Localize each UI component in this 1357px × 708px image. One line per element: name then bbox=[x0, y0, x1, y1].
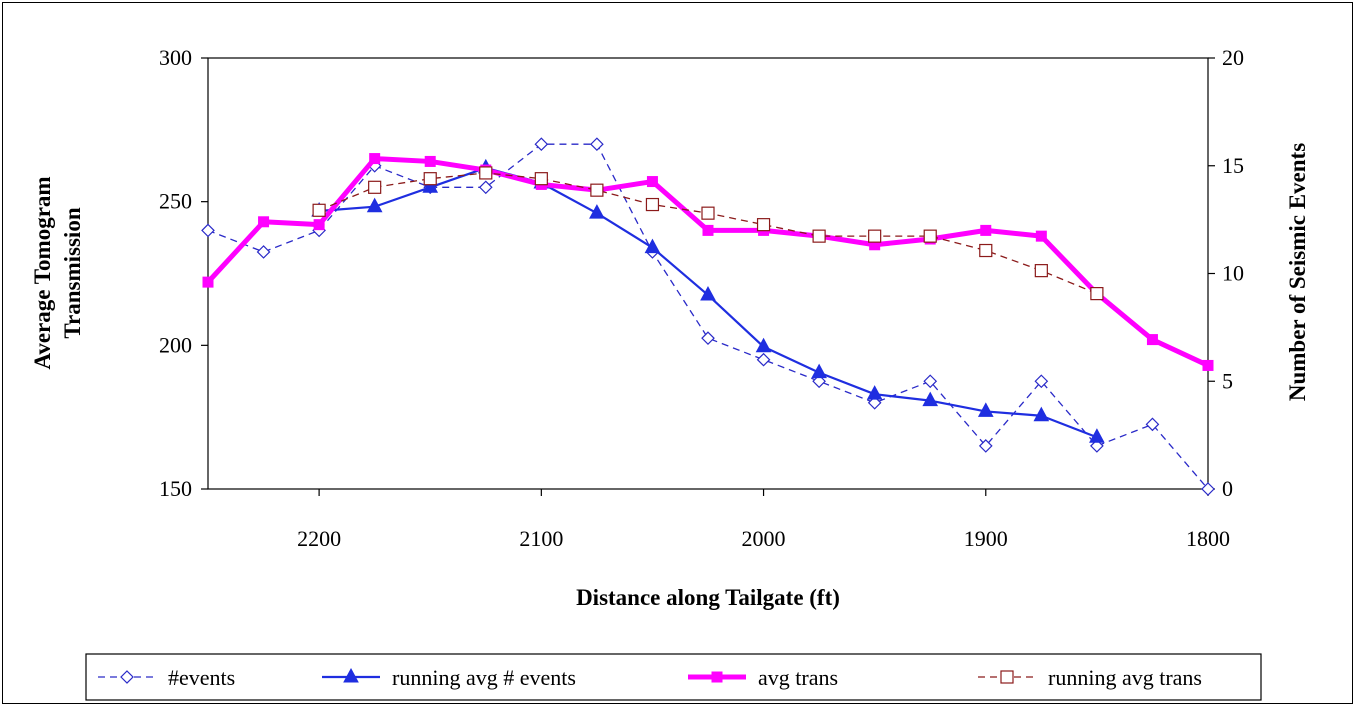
legend: #events running avg # events avg trans runn… bbox=[85, 653, 1262, 701]
right-y-tick-label: 15 bbox=[1222, 153, 1244, 178]
series-3-point bbox=[646, 176, 658, 188]
x-tick-label: 1800 bbox=[1186, 526, 1230, 551]
series-2-point bbox=[1089, 428, 1105, 443]
series-1-point bbox=[867, 395, 882, 410]
series-1 bbox=[201, 137, 1215, 496]
series-1-line bbox=[207, 143, 1209, 490]
right-y-axis-title: Number of Seismic Events bbox=[1285, 143, 1310, 401]
series-2-point bbox=[866, 385, 883, 400]
series-1-point bbox=[812, 374, 826, 389]
right-y-tick-label: 5 bbox=[1222, 368, 1233, 393]
series-2-point bbox=[922, 391, 939, 407]
right-y-tick-label: 10 bbox=[1222, 261, 1244, 286]
left-y-axis-title-line2: Transmission bbox=[60, 207, 85, 338]
series-1-point bbox=[1201, 482, 1215, 496]
series-layer bbox=[201, 137, 1215, 496]
series-4-point bbox=[590, 183, 604, 197]
left-y-tick-label: 250 bbox=[159, 189, 192, 214]
series-1-point bbox=[478, 180, 493, 195]
series-4-point bbox=[645, 197, 660, 212]
series-4-point bbox=[312, 203, 326, 217]
legend-box bbox=[85, 653, 1262, 701]
series-3-point bbox=[369, 153, 381, 165]
series-4-point bbox=[1090, 287, 1104, 301]
series-2 bbox=[311, 158, 1105, 443]
series-2-point bbox=[700, 285, 716, 301]
right-y-tick-label: 20 bbox=[1222, 45, 1244, 70]
series-2-point bbox=[422, 178, 439, 193]
series-1-point bbox=[1090, 439, 1104, 453]
series-3-point bbox=[1035, 230, 1047, 242]
plot-border bbox=[207, 57, 1209, 490]
series-3-point bbox=[1202, 359, 1214, 371]
left-y-tick-label: 150 bbox=[159, 476, 192, 501]
legend-swatch-marker bbox=[343, 667, 359, 683]
left-y-tick-label: 300 bbox=[159, 45, 192, 70]
series-4-point bbox=[479, 166, 493, 180]
series-4 bbox=[312, 166, 1104, 301]
series-1-point bbox=[756, 352, 771, 367]
series-3-point bbox=[258, 216, 270, 228]
x-tick-label: 2100 bbox=[519, 526, 563, 551]
axes: 150 200 250 300 0 5 10 15 20 2200 2100 2000 1900 1800 bbox=[159, 45, 1244, 551]
legend-item-label: running avg trans bbox=[1048, 665, 1202, 690]
plot-area bbox=[207, 57, 1209, 490]
series-1-point bbox=[590, 137, 604, 152]
legend-item-label: #events bbox=[168, 665, 235, 690]
left-y-tick-label: 200 bbox=[159, 332, 192, 357]
series-4-point bbox=[423, 172, 437, 186]
series-1-point bbox=[201, 223, 215, 238]
series-1-point bbox=[256, 245, 271, 259]
series-3-point bbox=[1146, 334, 1158, 346]
series-2-point bbox=[1033, 406, 1050, 422]
series-3-point bbox=[202, 276, 214, 288]
series-3-point bbox=[980, 224, 992, 236]
legend-swatch-marker bbox=[120, 670, 134, 684]
series-1-point bbox=[701, 331, 715, 345]
legend-item-label: running avg # events bbox=[392, 665, 576, 690]
series-2-point bbox=[644, 238, 661, 254]
series-4-point bbox=[923, 229, 937, 243]
series-4-point bbox=[868, 229, 882, 243]
series-2-point bbox=[977, 402, 994, 417]
x-tick-label: 1900 bbox=[964, 526, 1008, 551]
series-4-point bbox=[368, 180, 382, 194]
x-axis-title: Distance along Tailgate (ft) bbox=[576, 585, 840, 610]
series-1-point bbox=[1034, 374, 1049, 389]
x-tick-label: 2000 bbox=[742, 526, 786, 551]
series-4-point bbox=[1034, 264, 1048, 278]
series-4-point bbox=[812, 229, 826, 243]
x-tick-label: 2200 bbox=[297, 526, 341, 551]
right-y-tick-label: 0 bbox=[1222, 476, 1233, 501]
series-4-point bbox=[534, 172, 548, 186]
series-2-point bbox=[811, 363, 827, 379]
series-4-point bbox=[701, 206, 715, 220]
series-2-point bbox=[755, 337, 772, 353]
left-y-axis-title: Average Tomogram Transmission bbox=[30, 176, 85, 369]
series-4-point bbox=[756, 218, 771, 232]
series-4-point bbox=[979, 243, 993, 258]
series-3-point bbox=[424, 155, 436, 167]
series-1-point bbox=[978, 439, 993, 453]
legend-item-label: avg trans bbox=[758, 665, 838, 690]
series-2-point bbox=[589, 204, 605, 219]
series-2-point bbox=[366, 197, 383, 213]
series-1-point bbox=[1145, 417, 1160, 432]
left-y-axis-title-line1: Average Tomogram bbox=[30, 176, 55, 369]
series-3-point bbox=[313, 219, 325, 231]
legend-swatch-marker bbox=[711, 671, 723, 683]
legend-swatch-marker bbox=[1000, 670, 1014, 684]
series-1-point bbox=[534, 137, 549, 152]
series-1-point bbox=[923, 374, 938, 389]
series-3-point bbox=[702, 224, 714, 236]
